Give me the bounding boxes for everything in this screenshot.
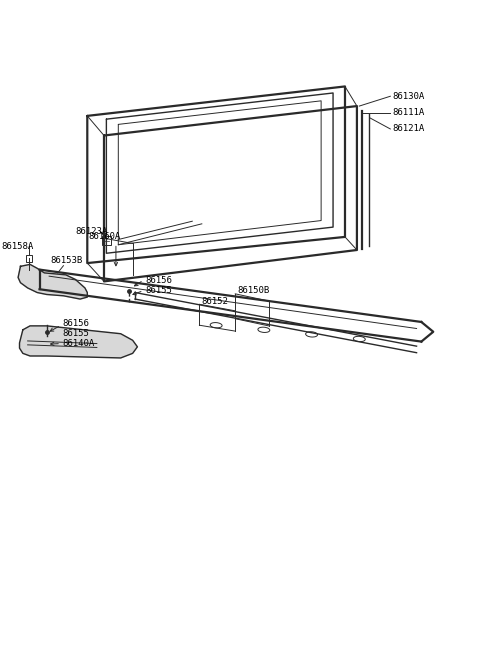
Text: 86155: 86155: [145, 286, 172, 295]
Text: 86155: 86155: [62, 328, 89, 338]
Text: 86152: 86152: [202, 296, 228, 306]
Text: 86150B: 86150B: [238, 286, 270, 295]
Text: 86123A: 86123A: [75, 227, 108, 236]
Text: 86121A: 86121A: [393, 124, 425, 133]
Text: 86156: 86156: [145, 275, 172, 284]
Text: 86140A: 86140A: [62, 339, 94, 348]
Bar: [102, 237, 111, 246]
Text: 86153B: 86153B: [50, 256, 83, 265]
Text: 86111A: 86111A: [393, 108, 425, 117]
Polygon shape: [18, 264, 87, 299]
Text: 86160A: 86160A: [89, 233, 121, 241]
Text: 86156: 86156: [62, 319, 89, 328]
Text: 86158A: 86158A: [1, 242, 34, 250]
Bar: [26, 254, 33, 262]
Polygon shape: [20, 326, 137, 358]
Text: 86130A: 86130A: [393, 92, 425, 101]
